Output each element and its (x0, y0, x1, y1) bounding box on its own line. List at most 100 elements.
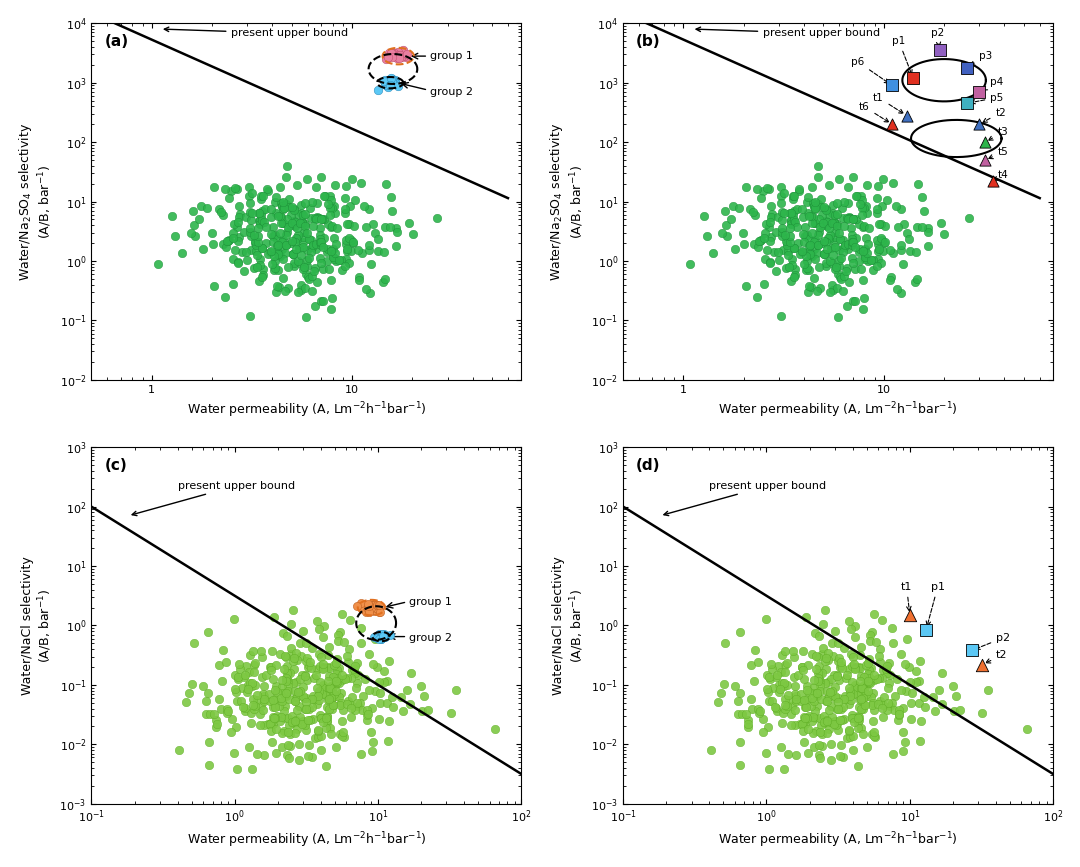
Point (816, 247, 834, 261)
Point (364, 217, 381, 231)
Point (934, 666, 951, 680)
Point (310, 688, 327, 702)
Point (312, 743, 329, 757)
Point (311, 251, 328, 264)
Point (860, 684, 877, 698)
Point (226, 611, 243, 625)
Point (333, 714, 350, 728)
Point (829, 253, 847, 267)
Point (715, 677, 732, 691)
Point (843, 659, 861, 673)
Point (767, 264, 784, 278)
Point (303, 195, 321, 209)
Point (826, 235, 843, 249)
Point (786, 703, 804, 717)
Point (402, 698, 419, 712)
Point (860, 667, 877, 681)
Point (892, 238, 909, 251)
Point (230, 210, 247, 224)
Point (384, 73, 402, 87)
Point (326, 245, 343, 259)
Point (796, 710, 813, 724)
Point (334, 703, 351, 717)
Point (787, 718, 805, 732)
Point (293, 649, 310, 662)
Point (819, 715, 836, 729)
Point (808, 246, 825, 260)
Point (261, 717, 279, 731)
Point (845, 650, 862, 664)
Point (217, 655, 234, 669)
Point (228, 182, 245, 196)
Point (750, 655, 767, 669)
Point (770, 685, 787, 699)
Point (820, 690, 837, 704)
Text: p2: p2 (975, 633, 1010, 649)
Point (262, 716, 280, 730)
Point (302, 750, 320, 764)
Point (912, 654, 929, 668)
Point (1018, 722, 1036, 736)
Text: (c): (c) (105, 458, 127, 473)
Point (367, 632, 384, 646)
Y-axis label: Water/NaCl selectivity
(A/B, bar$^{-1}$): Water/NaCl selectivity (A/B, bar$^{-1}$) (21, 556, 54, 694)
Point (340, 642, 357, 656)
Point (815, 247, 833, 261)
Point (370, 605, 388, 619)
Point (819, 675, 836, 688)
Point (285, 202, 302, 216)
Point (842, 228, 860, 242)
Point (375, 629, 392, 642)
Point (234, 701, 252, 714)
Point (847, 262, 864, 276)
Text: p4: p4 (983, 77, 1003, 90)
Point (735, 237, 753, 251)
Point (816, 676, 834, 690)
Point (783, 252, 800, 266)
Point (297, 218, 314, 231)
Point (372, 696, 389, 710)
Point (258, 236, 275, 250)
Point (307, 299, 324, 313)
Point (850, 721, 867, 735)
Point (292, 216, 309, 230)
Point (868, 258, 886, 272)
Point (274, 195, 292, 209)
Point (295, 680, 312, 694)
Point (808, 649, 825, 663)
Point (765, 681, 782, 694)
Point (228, 685, 245, 699)
Point (373, 632, 390, 646)
Point (802, 209, 820, 223)
Point (823, 241, 840, 255)
Point (261, 245, 279, 259)
Point (253, 644, 270, 658)
Point (775, 186, 793, 199)
Point (815, 234, 833, 248)
Point (285, 259, 302, 273)
Point (377, 78, 394, 92)
Point (287, 715, 305, 729)
Point (273, 740, 291, 754)
Point (845, 235, 862, 249)
Point (816, 202, 834, 216)
Point (325, 658, 342, 672)
Point (352, 176, 369, 190)
Point (845, 212, 862, 225)
Point (342, 671, 360, 685)
Point (861, 652, 878, 666)
Point (811, 684, 828, 698)
Point (839, 242, 856, 256)
Point (376, 630, 393, 644)
Point (285, 603, 302, 617)
Point (242, 706, 259, 720)
X-axis label: Water permeability (A, Lm$^{-2}$h$^{-1}$bar$^{-1}$): Water permeability (A, Lm$^{-2}$h$^{-1}$… (718, 831, 958, 851)
Point (702, 743, 719, 757)
Point (319, 660, 336, 674)
Point (288, 653, 306, 667)
Point (370, 712, 388, 726)
Point (870, 671, 888, 685)
Point (832, 713, 849, 727)
Point (241, 310, 258, 323)
Point (291, 753, 308, 766)
